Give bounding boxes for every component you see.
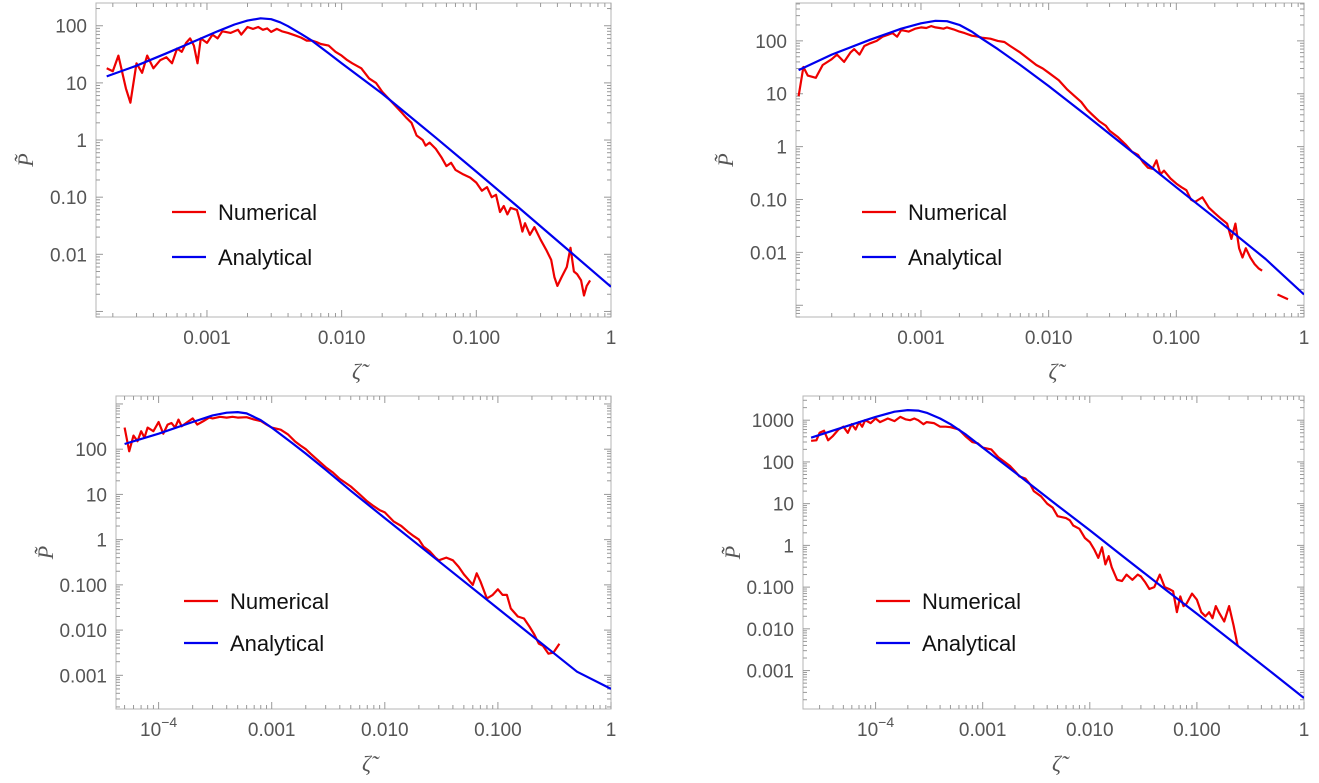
y-tick-label: 0.010 (746, 620, 794, 641)
y-axis-label: P̃ (33, 546, 58, 560)
x-tick-label: 1 (606, 328, 617, 349)
analytical-legend-label: Analytical (908, 245, 1002, 270)
chart-panel-1: 0.001 0.010 0.100 1 0.01 0.10 1 10 100 ζ̃ P̃ Numeri… (13, 2, 617, 384)
y-tick-label: 10 (773, 495, 794, 516)
legend: Numerical Analytical (876, 589, 1021, 656)
y-tick-label: 100 (755, 32, 787, 53)
x-axis-label: ζ̃ (1049, 359, 1067, 384)
chart-panel-3: 10−4 0.001 0.010 0.100 1 0.001 0.010 0.100 1 10 10… (33, 395, 617, 776)
y-tick-label: 0.100 (746, 578, 794, 599)
x-tick-label: 0.010 (361, 720, 409, 741)
y-tick-label: 1 (76, 131, 87, 152)
y-tick-label: 10 (66, 74, 87, 95)
y-axis-label: P̃ (720, 546, 745, 560)
numerical-legend-label: Numerical (230, 589, 329, 614)
legend: Numerical Analytical (172, 200, 317, 270)
numerical-legend-label: Numerical (922, 589, 1021, 614)
plot-frame (795, 2, 1305, 318)
x-axis-label: ζ̃ (1052, 751, 1070, 776)
y-tick-label: 0.01 (750, 243, 787, 264)
x-tick-label: 1 (1299, 328, 1310, 349)
y-tick-label: 1 (783, 536, 794, 557)
x-tick-label: 10−4 (140, 714, 177, 741)
y-tick-label: 100 (762, 453, 794, 474)
x-tick-label: 0.100 (474, 720, 522, 741)
legend: Numerical Analytical (184, 589, 329, 656)
y-tick-label: 10 (86, 485, 107, 506)
y-tick-label: 1 (776, 138, 787, 159)
analytical-legend-label: Analytical (218, 245, 312, 270)
x-tick-label: 0.100 (1153, 328, 1201, 349)
x-axis-label: ζ̃ (352, 359, 370, 384)
analytical-series-line (124, 411, 611, 690)
y-tick-label: 0.001 (59, 666, 107, 687)
y-tick-label: 0.100 (59, 576, 107, 597)
y-tick-label: 1 (96, 531, 107, 552)
x-axis-label: ζ̃ (362, 751, 380, 776)
analytical-legend-label: Analytical (922, 631, 1016, 656)
x-tick-label: 0.001 (248, 720, 296, 741)
numerical-series-line (797, 25, 1263, 272)
x-tick-label: 1 (1299, 720, 1310, 741)
y-tick-label: 0.10 (750, 191, 787, 212)
x-tick-label: 0.010 (1066, 720, 1114, 741)
x-tick-label: 10−4 (857, 714, 894, 741)
legend: Numerical Analytical (862, 200, 1007, 270)
y-tick-label: 10 (766, 85, 787, 106)
analytical-legend-label: Analytical (230, 631, 324, 656)
numerical-legend-label: Numerical (908, 200, 1007, 225)
x-tick-label: 1 (606, 720, 617, 741)
y-tick-label: 0.010 (59, 621, 107, 642)
chart-panel-4: 10−4 0.001 0.010 0.100 1 0.001 0.010 0.100 1 10 10… (720, 395, 1310, 776)
x-tick-label: 0.100 (1173, 720, 1221, 741)
plot-frame (95, 2, 612, 318)
analytical-series-line (810, 409, 1304, 699)
y-axis-label: P̃ (13, 153, 38, 167)
numerical-series-line (810, 415, 1239, 646)
numerical-series-line (1277, 293, 1289, 301)
analytical-series-line (798, 19, 1304, 296)
x-tick-label: 0.100 (453, 328, 501, 349)
chart-panel-2: 0.001 0.010 0.100 1 0.01 0.10 1 10 100 ζ̃ P̃ Numeri… (713, 2, 1310, 384)
x-tick-label: 0.001 (183, 328, 231, 349)
y-tick-label: 100 (75, 440, 107, 461)
x-tick-label: 0.001 (959, 720, 1007, 741)
numerical-legend-label: Numerical (218, 200, 317, 225)
x-tick-label: 0.001 (897, 328, 945, 349)
x-tick-label: 0.010 (1025, 328, 1073, 349)
y-tick-label: 0.01 (50, 245, 87, 266)
y-tick-label: 1000 (752, 411, 794, 432)
y-axis-label: P̃ (713, 153, 738, 167)
plot-frame (115, 395, 612, 710)
y-tick-label: 0.10 (50, 188, 87, 209)
y-tick-label: 100 (55, 17, 87, 38)
x-tick-label: 0.010 (318, 328, 366, 349)
analytical-series-line (106, 17, 611, 288)
y-tick-label: 0.001 (746, 662, 794, 683)
numerical-series-line (123, 415, 561, 655)
plot-frame (802, 395, 1305, 710)
